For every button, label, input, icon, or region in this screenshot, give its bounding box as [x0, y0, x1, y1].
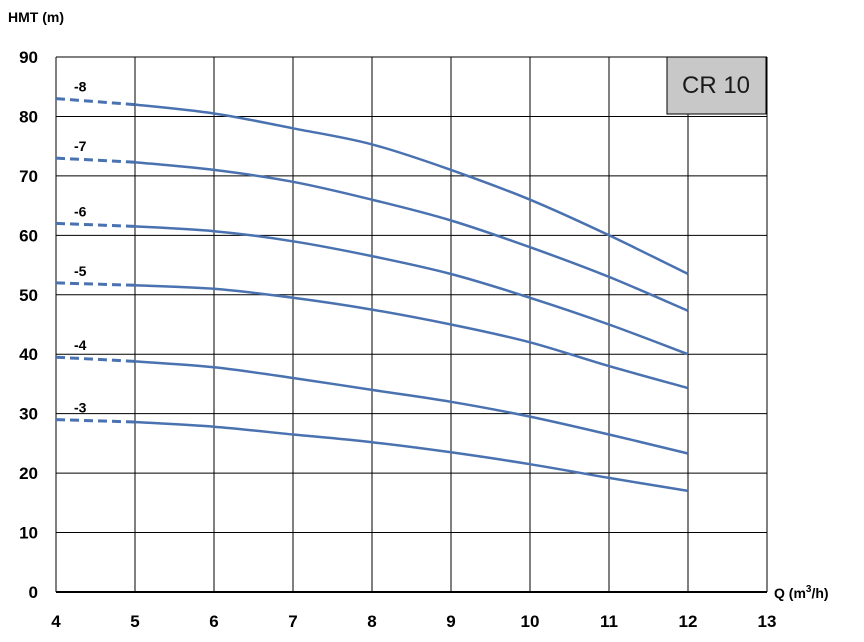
x-tick-label: 11	[600, 612, 618, 631]
series-minus-5	[55, 281, 689, 390]
series-curve	[134, 284, 689, 390]
series-label: -8	[74, 79, 87, 95]
series-label: -6	[74, 203, 87, 219]
series-layer	[55, 97, 689, 493]
series-dashed-segment	[55, 97, 136, 107]
series-minus-6	[55, 221, 689, 356]
x-tick-label: 9	[446, 612, 455, 631]
x-tick-label: 5	[130, 612, 139, 631]
x-tick-label: 6	[209, 612, 218, 631]
model-box: CR 10	[666, 56, 767, 115]
series-dashed-segment	[55, 281, 136, 287]
series-minus-7	[55, 156, 689, 312]
series-dashed-segment	[55, 221, 136, 228]
series-label: -4	[74, 337, 87, 353]
y-tick-label: 10	[19, 524, 38, 543]
x-tick-label: 13	[758, 612, 777, 631]
grid	[55, 56, 768, 593]
y-tick-label: 0	[29, 583, 38, 602]
series-curve	[134, 103, 689, 276]
x-tick-label: 4	[51, 612, 61, 631]
series-minus-3	[55, 418, 689, 493]
series-labels: -8 -7 -6 -5 -4 -3	[74, 79, 87, 416]
y-tick-label: 20	[19, 464, 38, 483]
x-tick-label: 7	[288, 612, 297, 631]
series-curve	[134, 420, 689, 493]
y-tick-label: 40	[19, 345, 38, 364]
y-axis-title: HMT (m)	[8, 9, 64, 25]
model-box-background	[666, 56, 767, 115]
y-tick-label: 90	[19, 48, 38, 67]
series-dashed-segment	[55, 156, 136, 164]
y-tick-label: 70	[19, 167, 38, 186]
tick-labels: 4 5 6 7 8 9 10 11 12 13 0 10 20 30 40 50 60 70 80 90	[19, 48, 776, 631]
series-curve	[134, 360, 689, 455]
series-label: -5	[74, 263, 87, 279]
series-label: -3	[74, 400, 87, 416]
series-label: -7	[74, 138, 87, 154]
y-tick-label: 80	[19, 107, 38, 126]
x-axis-title: Q (m3/h)	[774, 584, 829, 601]
x-tick-label: 10	[521, 612, 540, 631]
x-tick-label: 12	[679, 612, 698, 631]
series-dashed-segment	[55, 418, 136, 424]
y-tick-label: 30	[19, 405, 38, 424]
x-tick-label: 8	[367, 612, 376, 631]
series-dashed-segment	[55, 355, 136, 363]
series-minus-4	[55, 355, 689, 455]
model-label: CR 10	[682, 72, 750, 99]
y-tick-label: 60	[19, 226, 38, 245]
series-curve	[134, 160, 689, 312]
y-tick-label: 50	[19, 286, 38, 305]
series-curve	[134, 225, 689, 356]
series-minus-8	[55, 97, 689, 276]
